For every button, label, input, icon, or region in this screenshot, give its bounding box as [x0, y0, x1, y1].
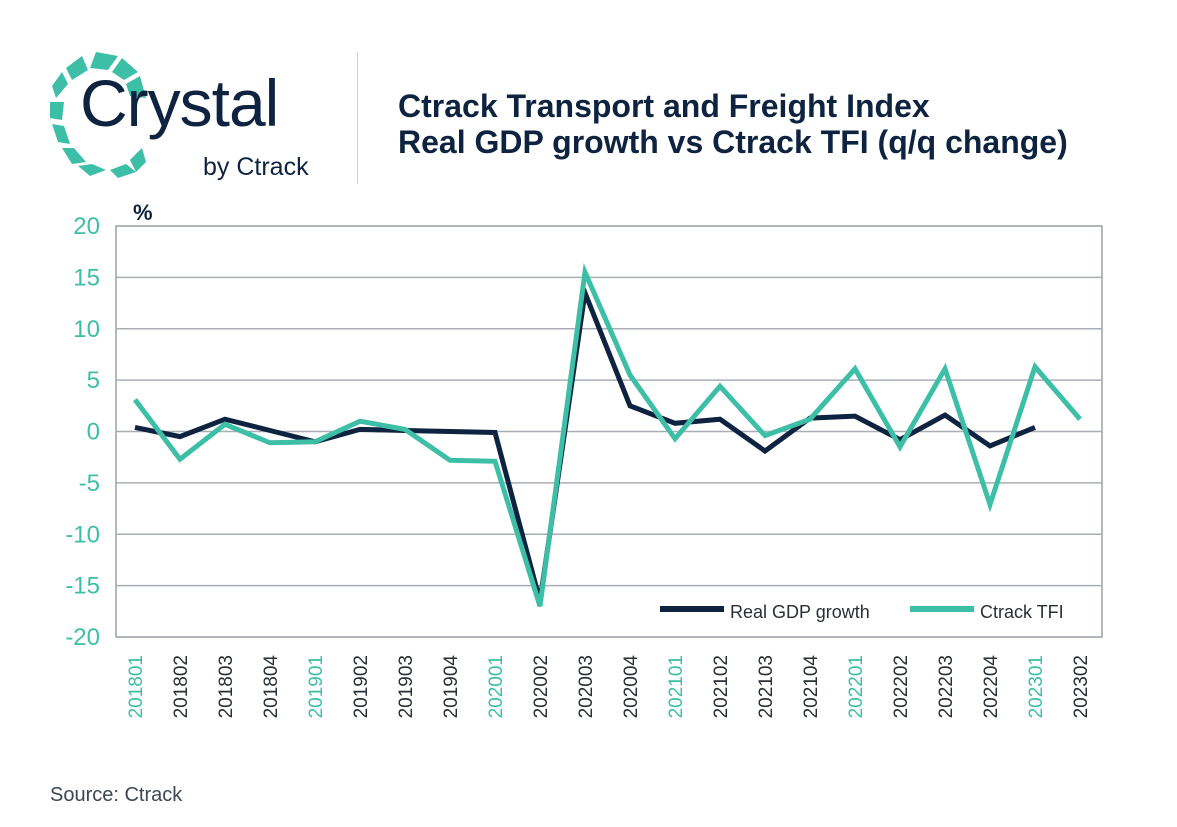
y-tick-label: -5	[79, 470, 100, 497]
x-tick-label: 202204	[981, 655, 1002, 719]
x-tick-label: 201803	[216, 655, 237, 718]
series-line-gdp	[134, 283, 1036, 602]
x-tick-label: 201804	[261, 655, 282, 719]
y-tick-label: -15	[65, 573, 100, 600]
x-tick-label: 202002	[531, 655, 552, 718]
gridlines	[115, 225, 1103, 638]
legend: Real GDP growth Ctrack TFI	[660, 602, 1064, 622]
x-tick-label: 202104	[801, 655, 822, 719]
crystal-logo-mark	[50, 52, 146, 178]
y-tick-label: 0	[87, 419, 100, 446]
x-tick-label: 201902	[351, 655, 372, 718]
legend-label: Real GDP growth	[730, 602, 870, 622]
x-tick-label: 202101	[666, 655, 687, 718]
x-tick-label: 202003	[576, 655, 597, 718]
y-tick-label: 10	[73, 316, 100, 343]
x-tick-label: 202103	[756, 655, 777, 718]
source-note: Source: Ctrack	[50, 784, 183, 806]
x-tick-label: 202203	[936, 655, 957, 718]
x-tick-label: 202004	[621, 655, 642, 719]
x-tick-label: 202102	[711, 655, 732, 718]
y-tick-label: -20	[65, 624, 100, 651]
x-tick-label: 202201	[846, 655, 867, 718]
y-tick-label: 5	[87, 367, 100, 394]
x-tick-label: 201903	[396, 655, 417, 718]
brand-subtitle: by Ctrack	[203, 153, 309, 181]
chart-title-line-1: Ctrack Transport and Freight Index	[398, 88, 930, 124]
x-tick-label: 202301	[1026, 655, 1047, 718]
y-axis-unit-label: %	[133, 200, 153, 225]
series-lines	[133, 263, 1082, 607]
x-tick-label: 202302	[1071, 655, 1092, 718]
y-tick-label: 15	[73, 264, 100, 291]
x-tick-label: 201904	[441, 655, 462, 719]
x-tick-label: 201901	[306, 655, 327, 718]
x-tick-label: 201802	[171, 655, 192, 718]
x-axis: 201801 201802 201803 201804 201901 201902 2019…	[126, 655, 1092, 719]
chart-title-line-2: Real GDP growth vs Ctrack TFI (q/q chang…	[398, 124, 1068, 160]
y-tick-label: 20	[73, 213, 100, 240]
y-tick-label: -10	[65, 521, 100, 548]
x-tick-label: 202001	[486, 655, 507, 718]
brand-name: Crystal	[80, 66, 279, 140]
header-divider	[357, 52, 358, 184]
series-line-tfi	[133, 263, 1082, 607]
legend-label: Ctrack TFI	[980, 602, 1064, 622]
y-axis: 20 15 10 5 0 -5 -10 -15 -20	[65, 213, 100, 651]
x-tick-label: 202202	[891, 655, 912, 718]
x-tick-label: 201801	[126, 655, 147, 718]
